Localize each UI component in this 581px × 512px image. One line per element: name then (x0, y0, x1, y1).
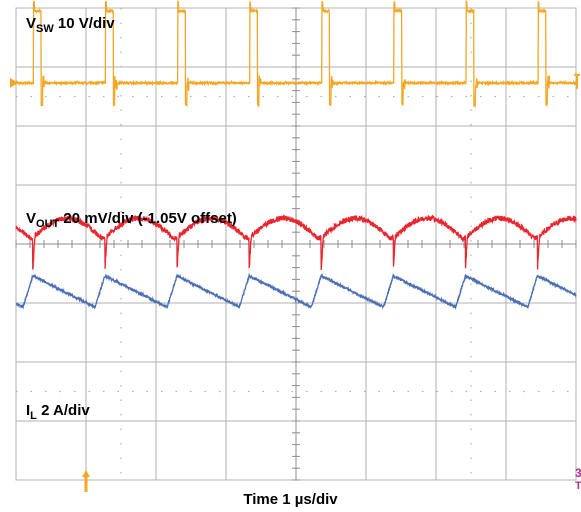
x-axis-label: Time 1 µs/div (243, 491, 338, 508)
trigger-level-marker: T (575, 480, 581, 492)
channel-1-right-marker (574, 73, 580, 89)
vout-series-label: VOUT 20 mV/div (-1.05V offset) (26, 210, 237, 230)
channel-1-level-marker (10, 77, 18, 88)
il-series-label: IL 2 A/div (26, 402, 90, 422)
vsw-series-label: VSW 10 V/div (26, 15, 115, 35)
series-line-il (15, 272, 577, 311)
series-line-vout (15, 213, 577, 271)
channel-3-marker: 3 (575, 466, 581, 480)
trigger-position-marker (82, 470, 90, 492)
series-line-vsw (15, 0, 577, 108)
